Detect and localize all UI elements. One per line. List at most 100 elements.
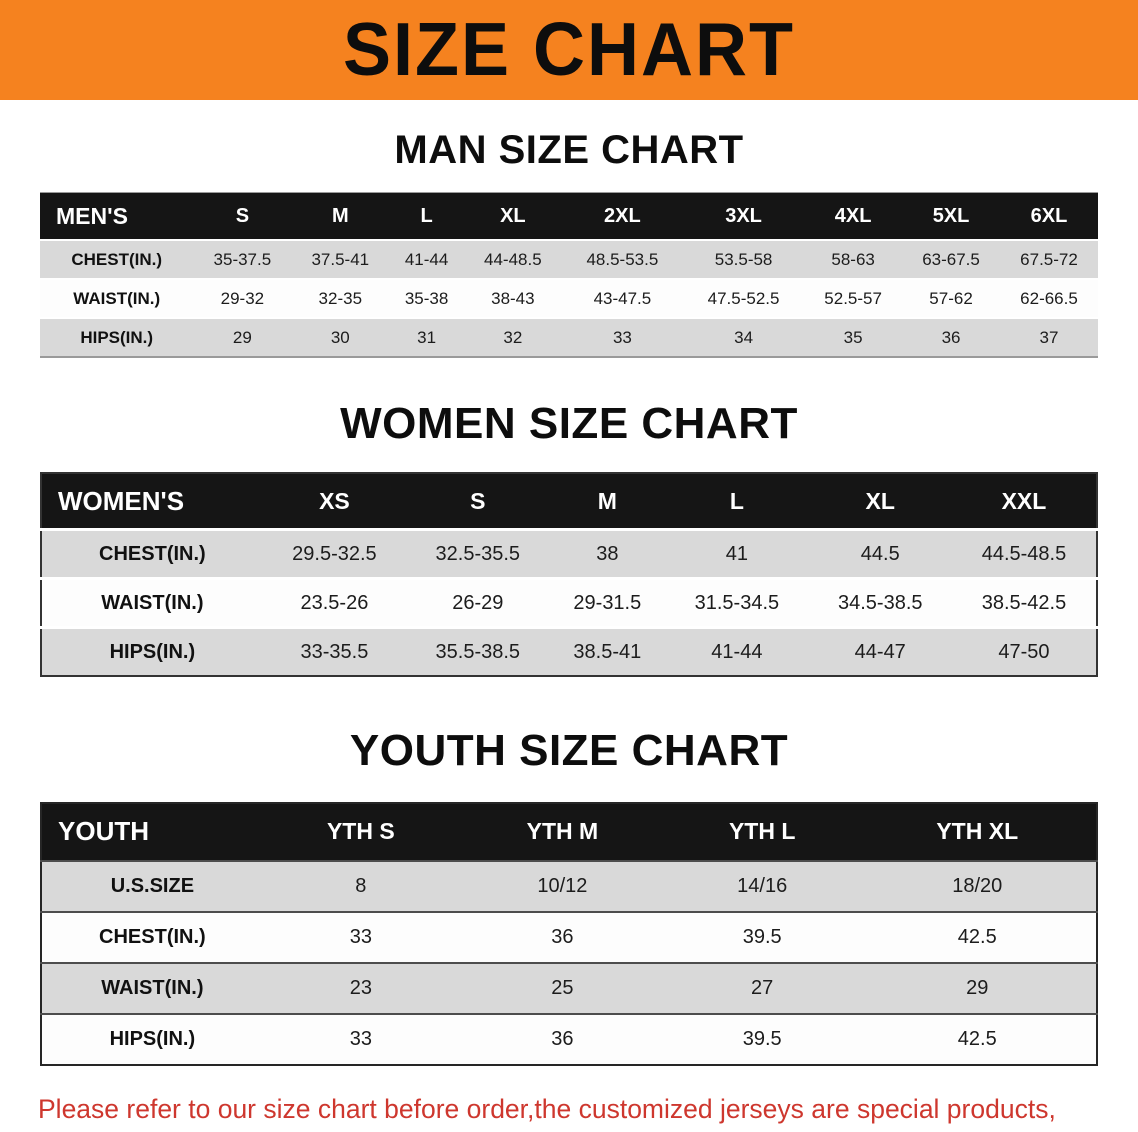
- disclaimer: Please refer to our size chart before or…: [0, 1092, 1138, 1132]
- row-label-cell: HIPS(IN.): [109, 1027, 196, 1050]
- table-title-cell: WOMEN'S: [58, 485, 185, 516]
- size-header-cell: L: [420, 204, 433, 227]
- women-section-heading: WOMEN SIZE CHART: [340, 399, 798, 448]
- page-title: SIZE CHART: [343, 8, 795, 93]
- size-header-cell: 2XL: [604, 204, 641, 227]
- size-value-cell: 33: [349, 925, 372, 948]
- size-value-cell: 30: [330, 327, 350, 347]
- size-header-cell: 4XL: [834, 204, 872, 227]
- size-value-cell: 35.5-38.5: [435, 640, 521, 663]
- size-value-cell: 38: [596, 542, 619, 565]
- row-label-cell: CHEST(IN.): [99, 542, 206, 565]
- size-value-cell: 35: [843, 327, 863, 347]
- size-header-cell: 3XL: [725, 204, 762, 227]
- size-value-cell: 47.5-52.5: [707, 288, 780, 308]
- men-size-table: MEN'S S M L XL 2XL 3XL 4XL 5XL 6XL CHEST(IN.) 35-37…: [40, 192, 1098, 358]
- size-value-cell: 33: [349, 1027, 372, 1050]
- size-value-cell: 29: [232, 327, 252, 347]
- size-value-cell: 52.5-57: [824, 288, 882, 308]
- table-row: CHEST(IN.) 35-37.5 37.5-41 41-44 44-48.5 48.5…: [40, 240, 1098, 279]
- size-value-cell: 41-44: [711, 640, 763, 663]
- table-row: HIPS(IN.) 33-35.5 35.5-38.5 38.5-41 41-44 44-…: [41, 627, 1097, 677]
- size-value-cell: 26-29: [452, 591, 504, 614]
- size-header-cell: 5XL: [932, 204, 970, 227]
- size-header-cell: XS: [319, 487, 350, 514]
- table-title-cell: MEN'S: [56, 202, 128, 229]
- size-value-cell: 34.5-38.5: [837, 591, 923, 614]
- row-label-cell: WAIST(IN.): [101, 976, 204, 999]
- size-value-cell: 44.5-48.5: [981, 542, 1067, 565]
- size-value-cell: 37: [1039, 327, 1059, 347]
- table-row: WAIST(IN.) 29-32 32-35 35-38 38-43 43-47.5 47.…: [40, 279, 1098, 318]
- size-header-cell: YTH L: [728, 818, 796, 845]
- size-header-cell: S: [470, 487, 486, 514]
- size-header-cell: L: [729, 487, 744, 514]
- row-label-cell: HIPS(IN.): [109, 640, 196, 663]
- size-value-cell: 25: [551, 976, 574, 999]
- table-row: WAIST(IN.) 23 25 27 29: [41, 962, 1097, 1014]
- row-label-cell: HIPS(IN.): [80, 327, 154, 347]
- size-value-cell: 23: [349, 976, 372, 999]
- size-value-cell: 32.5-35.5: [435, 542, 521, 565]
- table-row: CHEST(IN.) 33 36 39.5 42.5: [41, 911, 1097, 963]
- size-value-cell: 41-44: [404, 249, 449, 269]
- size-value-cell: 33: [612, 327, 632, 347]
- size-value-cell: 39.5: [742, 925, 782, 948]
- size-value-cell: 42.5: [957, 1027, 997, 1050]
- size-header-cell: XL: [500, 204, 526, 227]
- size-value-cell: 63-67.5: [922, 249, 980, 269]
- section-youth: YOUTH SIZE CHART YOUTH YTH S YTH M YTH L YTH…: [0, 726, 1138, 1066]
- size-header-cell: XL: [865, 487, 895, 514]
- size-value-cell: 43-47.5: [593, 288, 652, 308]
- size-value-cell: 44-48.5: [484, 249, 542, 269]
- size-value-cell: 29-32: [220, 288, 265, 308]
- table-row: HIPS(IN.) 33 36 39.5 42.5: [41, 1013, 1097, 1065]
- size-value-cell: 23.5-26: [300, 591, 369, 614]
- size-value-cell: 39.5: [742, 1027, 782, 1050]
- size-value-cell: 44-47: [854, 640, 906, 663]
- size-value-cell: 67.5-72: [1020, 249, 1078, 269]
- table-row: U.S.SIZE 8 10/12 14/16 18/20: [41, 860, 1097, 912]
- size-value-cell: 38.5-42.5: [981, 591, 1067, 614]
- table-header-row: MEN'S S M L XL 2XL 3XL 4XL 5XL 6XL: [40, 192, 1098, 240]
- size-value-cell: 29.5-32.5: [292, 542, 377, 565]
- table-header-row: WOMEN'S XS S M L XL XXL: [41, 473, 1097, 530]
- size-value-cell: 44.5: [860, 542, 900, 565]
- size-value-cell: 35-38: [404, 288, 449, 308]
- size-header-cell: YTH S: [326, 818, 395, 845]
- size-value-cell: 47-50: [998, 640, 1050, 663]
- size-value-cell: 14/16: [737, 874, 788, 897]
- size-value-cell: 36: [941, 327, 961, 347]
- table-row: HIPS(IN.) 29 30 31 32 33 34 35 36 37: [40, 318, 1098, 357]
- size-value-cell: 38.5-41: [573, 640, 642, 663]
- size-value-cell: 48.5-53.5: [586, 249, 659, 269]
- size-header-cell: M: [597, 487, 617, 514]
- table-title-cell: YOUTH: [58, 816, 149, 847]
- size-value-cell: 37.5-41: [311, 249, 370, 269]
- row-label-cell: CHEST(IN.): [71, 249, 163, 269]
- size-value-cell: 32-35: [318, 288, 363, 308]
- size-value-cell: 33-35.5: [300, 640, 369, 663]
- size-value-cell: 36: [551, 1027, 574, 1050]
- size-header-cell: S: [235, 204, 250, 227]
- disclaimer-line-2: we don't accept cancel, change, teturn o…: [38, 1128, 1100, 1132]
- size-header-cell: YTH XL: [936, 818, 1019, 845]
- size-value-cell: 27: [751, 976, 774, 999]
- women-size-table: WOMEN'S XS S M L XL XXL CHEST(IN.) 29.5-32.5 32.5…: [40, 472, 1098, 678]
- section-women: WOMEN SIZE CHART WOMEN'S XS S M L XL XXL CHEST(…: [0, 399, 1138, 678]
- row-label-cell: U.S.SIZE: [110, 874, 195, 897]
- banner: SIZE CHART: [0, 0, 1138, 100]
- size-value-cell: 18/20: [952, 874, 1003, 897]
- size-value-cell: 62-66.5: [1020, 288, 1078, 308]
- size-value-cell: 35-37.5: [213, 249, 272, 269]
- size-value-cell: 53.5-58: [714, 249, 773, 269]
- youth-size-table: YOUTH YTH S YTH M YTH L YTH XL U.S.SIZE 8 10/12…: [40, 801, 1098, 1066]
- size-value-cell: 32: [503, 327, 523, 347]
- size-value-cell: 34: [734, 327, 754, 347]
- men-section-heading: MAN SIZE CHART: [394, 128, 744, 172]
- size-value-cell: 57-62: [929, 288, 973, 308]
- row-label-cell: CHEST(IN.): [99, 925, 206, 948]
- size-header-cell: 6XL: [1030, 204, 1068, 227]
- row-label-cell: WAIST(IN.): [73, 288, 161, 308]
